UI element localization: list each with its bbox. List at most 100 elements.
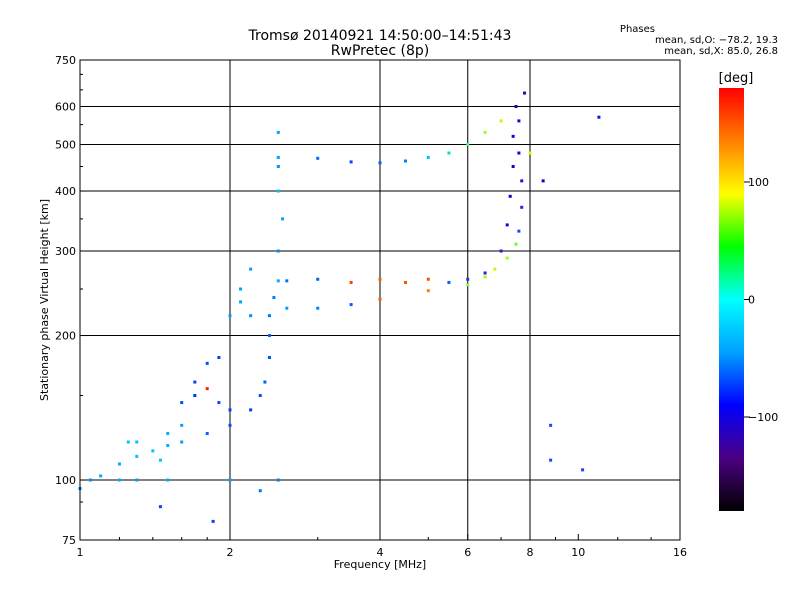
colorbar-tick-label: 0 — [748, 294, 755, 307]
phases-heading: Phases — [620, 24, 655, 35]
data-point — [180, 440, 184, 444]
data-point — [466, 283, 470, 287]
data-point — [403, 159, 407, 163]
data-point — [514, 242, 518, 246]
data-point — [316, 306, 320, 310]
data-point — [228, 423, 232, 427]
data-points — [78, 91, 601, 523]
data-point — [166, 444, 170, 448]
data-point — [193, 380, 197, 384]
data-point — [541, 179, 545, 183]
x-tick-label: 8 — [527, 546, 534, 559]
data-point — [447, 151, 451, 155]
data-point — [517, 119, 521, 123]
x-axis-label: Frequency [MHz] — [334, 558, 426, 571]
data-point — [228, 408, 232, 412]
data-point — [258, 489, 262, 493]
data-point — [520, 205, 524, 209]
y-ticks: 75 100 200 300 400 500 600 750 — [55, 54, 86, 547]
data-point — [205, 387, 209, 391]
data-point — [193, 394, 197, 398]
data-point — [426, 155, 430, 159]
data-point — [403, 280, 407, 284]
data-point — [263, 380, 267, 384]
data-point — [249, 314, 253, 318]
data-point — [349, 160, 353, 164]
data-point — [276, 478, 280, 482]
data-point — [228, 314, 232, 318]
data-point — [228, 478, 232, 482]
y-tick-label: 75 — [62, 534, 76, 547]
grid-lines — [80, 60, 680, 540]
y-tick-label: 750 — [55, 54, 76, 67]
data-point — [272, 296, 276, 300]
data-point — [267, 355, 271, 359]
data-point — [267, 314, 271, 318]
data-point — [276, 130, 280, 134]
data-point — [549, 423, 553, 427]
x-ticks: 1 2 4 6 8 10 16 — [77, 534, 687, 559]
data-point — [151, 449, 155, 453]
data-point — [493, 267, 497, 271]
data-point — [211, 519, 215, 523]
data-point — [549, 458, 553, 462]
y-tick-label: 400 — [55, 185, 76, 198]
data-point — [217, 355, 221, 359]
data-point — [514, 105, 518, 109]
data-point — [597, 115, 601, 119]
colorbar — [719, 88, 744, 511]
data-point — [447, 280, 451, 284]
data-point — [239, 287, 243, 291]
data-point — [349, 280, 353, 284]
data-point — [511, 134, 515, 138]
x-tick-label: 1 — [77, 546, 84, 559]
colorbar-unit: [deg] — [719, 71, 754, 86]
data-point — [499, 119, 503, 123]
data-point — [378, 161, 382, 165]
data-point — [205, 361, 209, 365]
data-point — [276, 279, 280, 283]
y-tick-label: 600 — [55, 101, 76, 114]
data-point — [258, 394, 262, 398]
data-point — [499, 249, 503, 253]
data-point — [276, 164, 280, 168]
data-point — [426, 289, 430, 293]
data-point — [117, 478, 121, 482]
data-point — [89, 478, 93, 482]
data-point — [517, 151, 521, 155]
data-point — [316, 156, 320, 160]
data-point — [135, 440, 139, 444]
data-point — [267, 334, 271, 338]
data-point — [276, 155, 280, 159]
y-tick-label: 100 — [55, 474, 76, 487]
data-point — [517, 229, 521, 233]
colorbar-tick-label: −100 — [748, 411, 778, 424]
data-point — [483, 130, 487, 134]
colorbar-tick-label: 100 — [748, 176, 769, 189]
data-point — [520, 179, 524, 183]
x-tick-label: 6 — [464, 546, 471, 559]
data-point — [483, 271, 487, 275]
y-tick-label: 500 — [55, 139, 76, 152]
phases-line-x: mean, sd,X: 85.0, 26.8 — [664, 46, 778, 57]
data-point — [117, 462, 121, 466]
data-point — [180, 423, 184, 427]
data-point — [581, 468, 585, 472]
data-point — [523, 91, 527, 95]
data-point — [239, 300, 243, 304]
data-point — [505, 223, 509, 227]
data-point — [276, 249, 280, 253]
x-tick-label: 10 — [571, 546, 585, 559]
data-point — [508, 194, 512, 198]
x-tick-label: 2 — [227, 546, 234, 559]
data-point — [378, 277, 382, 281]
data-point — [528, 151, 532, 155]
data-point — [249, 267, 253, 271]
chart-title: Tromsø 20140921 14:50:00–14:51:43 — [248, 28, 512, 44]
phases-line-o: mean, sd,O: −78.2, 19.3 — [655, 35, 778, 46]
data-point — [99, 474, 103, 478]
data-point — [205, 432, 209, 436]
data-point — [180, 401, 184, 405]
data-point — [281, 217, 285, 221]
